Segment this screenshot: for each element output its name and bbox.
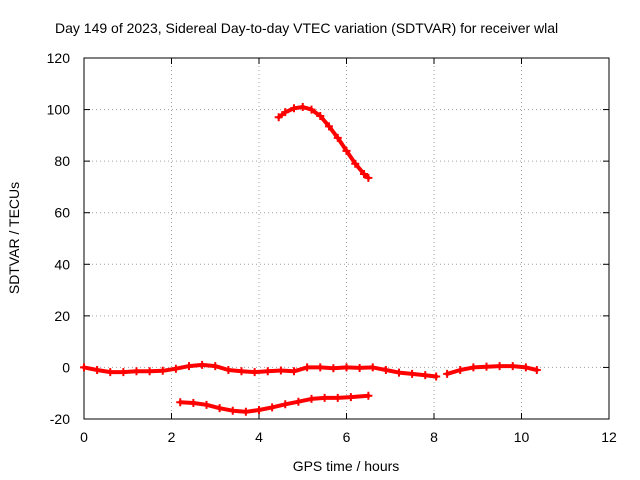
x-tick-label: 10 <box>514 429 530 445</box>
data-point <box>281 400 290 409</box>
data-point <box>268 403 277 412</box>
data-point <box>211 362 220 371</box>
data-point <box>532 366 541 375</box>
y-tick-label: -20 <box>50 411 70 427</box>
data-point <box>189 399 198 408</box>
data-point <box>364 391 373 400</box>
chart-title: Day 149 of 2023, Sidereal Day-to-day VTE… <box>55 20 558 36</box>
data-point <box>307 105 316 114</box>
data-point <box>443 369 452 378</box>
data-point <box>106 368 115 377</box>
data-point <box>215 404 224 413</box>
data-point <box>333 133 342 142</box>
data-point <box>263 367 272 376</box>
data-point <box>119 368 128 377</box>
x-tick-label: 12 <box>601 429 617 445</box>
data-point <box>224 366 233 375</box>
data-point <box>202 400 211 409</box>
y-tick-label: 40 <box>54 256 70 272</box>
data-point <box>237 367 246 376</box>
data-point <box>364 173 373 182</box>
data-point <box>329 364 338 373</box>
data-point <box>351 159 360 168</box>
y-tick-label: 60 <box>54 205 70 221</box>
data-point <box>294 397 303 406</box>
data-point <box>228 406 237 415</box>
data-point <box>482 362 491 371</box>
data-point <box>307 394 316 403</box>
data-point <box>298 102 307 111</box>
y-axis-label: SDTVAR / TECUs <box>6 182 22 294</box>
data-point <box>290 367 298 376</box>
data-point <box>255 405 263 414</box>
data-point <box>381 366 390 375</box>
data-point <box>469 363 478 372</box>
data-point <box>346 393 355 402</box>
series-2 <box>176 391 373 416</box>
data-point <box>355 363 364 372</box>
data-point <box>185 362 193 371</box>
data-point <box>521 363 530 372</box>
data-point <box>320 393 329 402</box>
x-tick-label: 4 <box>255 429 263 445</box>
data-point <box>132 367 141 376</box>
y-tick-label: 0 <box>62 359 70 375</box>
series-1 <box>443 362 541 378</box>
data-point <box>158 366 167 375</box>
data-point <box>368 363 377 372</box>
y-tick-label: 100 <box>47 102 71 118</box>
data-point <box>408 369 417 378</box>
data-point <box>316 363 325 372</box>
data-point <box>93 366 102 375</box>
data-point <box>333 393 342 402</box>
axis-ticks: 0 2 4 6 8 10 12 -20 0 20 40 60 80 100 120 <box>47 50 617 445</box>
y-tick-label: 120 <box>47 50 71 66</box>
data-point <box>360 170 368 179</box>
data-point <box>290 104 298 113</box>
data-point <box>276 366 285 375</box>
series-trace <box>82 362 439 379</box>
data-points <box>80 102 541 416</box>
data-point <box>342 363 351 372</box>
grid <box>84 58 609 419</box>
data-point <box>508 362 517 371</box>
data-point <box>176 398 185 407</box>
data-point <box>432 372 441 381</box>
x-tick-label: 8 <box>430 429 438 445</box>
data-point <box>274 113 283 122</box>
data-point <box>495 362 504 371</box>
data-point <box>303 363 312 372</box>
data-point <box>325 122 333 131</box>
x-tick-label: 0 <box>80 429 88 445</box>
data-point <box>241 407 250 416</box>
x-axis-label: GPS time / hours <box>293 458 400 474</box>
x-tick-label: 2 <box>168 429 176 445</box>
data-point <box>395 368 403 377</box>
series-3 <box>274 102 373 182</box>
data-point <box>171 364 180 373</box>
data-point <box>198 360 207 369</box>
x-tick-label: 6 <box>343 429 351 445</box>
y-tick-label: 20 <box>54 308 70 324</box>
data-point <box>250 368 259 377</box>
data-point <box>80 363 88 372</box>
data-point <box>316 112 325 121</box>
data-point <box>145 367 154 376</box>
data-point <box>421 371 430 380</box>
data-point <box>281 108 290 117</box>
y-tick-label: 80 <box>54 153 70 169</box>
series-0 <box>80 360 441 381</box>
data-point <box>342 146 351 155</box>
data-point <box>456 366 465 375</box>
